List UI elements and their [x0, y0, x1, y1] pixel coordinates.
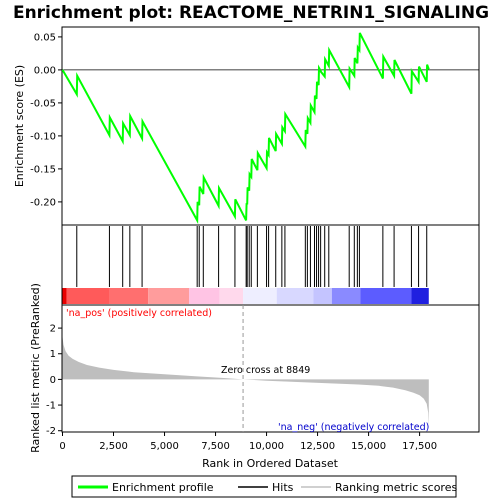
metric-y-tick-label: -1	[46, 401, 56, 412]
legend-label-profile: Enrichment profile	[112, 481, 214, 494]
es-y-tick-label: 0.05	[34, 32, 56, 43]
metric-y-tick-label: -2	[46, 426, 56, 437]
zero-cross-label: Zero cross at 8849	[221, 365, 310, 376]
hit-markers	[76, 226, 428, 287]
x-tick-label: 15,000	[351, 441, 386, 452]
rank-color-segment	[66, 288, 110, 304]
rank-color-segment	[411, 288, 429, 304]
legend-label-hits: Hits	[272, 481, 294, 494]
legend: Enrichment profile Hits Ranking metric s…	[71, 475, 457, 498]
rank-x-axis: 0 2,500 5,000 7,500 10,000 12,500 15,000 17,500	[59, 432, 437, 452]
rank-color-segment	[243, 288, 277, 304]
es-y-tick-label: -0.05	[30, 98, 56, 109]
chart-title: Enrichment plot: REACTOME_NETRIN1_SIGNAL…	[13, 3, 489, 23]
x-tick-label: 17,500	[402, 441, 437, 452]
rank-color-segment	[331, 288, 361, 304]
es-y-tick-label: 0.00	[34, 65, 56, 76]
metric-y-axis: 2 1 0 -1 -2	[46, 324, 62, 437]
rank-color-segment	[148, 288, 190, 304]
ranking-metric-fill	[62, 337, 429, 427]
legend-label-metric: Ranking metric scores	[335, 481, 457, 494]
x-tick-label: 12,500	[300, 441, 335, 452]
x-tick-label: 2,500	[99, 441, 128, 452]
metric-panel-frame	[61, 304, 480, 433]
rank-color-segment	[62, 288, 67, 304]
enrichment-profile-line	[61, 32, 430, 225]
rank-color-segment	[276, 288, 314, 304]
rank-color-bar	[62, 288, 429, 304]
es-y-axis: 0.05 0.00 -0.05 -0.10 -0.15 -0.20	[30, 32, 62, 208]
metric-y-tick-label: 0	[50, 375, 56, 386]
es-y-tick-label: -0.20	[30, 197, 56, 208]
x-tick-label: 10,000	[249, 441, 284, 452]
metric-y-tick-label: 1	[50, 349, 56, 360]
ranking-metric-area	[62, 305, 429, 432]
neg-correlated-label: 'na_neg' (negatively correlated)	[278, 422, 429, 433]
rank-color-segment	[109, 288, 149, 304]
es-y-tick-label: -0.15	[30, 164, 56, 175]
x-tick-label: 5,000	[150, 441, 179, 452]
rank-color-segment	[313, 288, 332, 304]
rank-color-segment	[360, 288, 412, 304]
metric-y-axis-label: Ranked list metric (PreRanked)	[29, 283, 42, 453]
x-axis-label: Rank in Ordered Dataset	[202, 457, 339, 470]
x-tick-label: 7,500	[201, 441, 230, 452]
rank-color-segment	[219, 288, 244, 304]
es-y-axis-label: Enrichment score (ES)	[13, 65, 26, 187]
rank-color-segment	[189, 288, 220, 304]
pos-correlated-label: 'na_pos' (positively correlated)	[66, 308, 212, 319]
es-y-tick-label: -0.10	[30, 131, 56, 142]
es-profile-polyline	[61, 32, 430, 225]
metric-y-tick-label: 2	[50, 324, 56, 335]
x-tick-label: 0	[59, 441, 65, 452]
